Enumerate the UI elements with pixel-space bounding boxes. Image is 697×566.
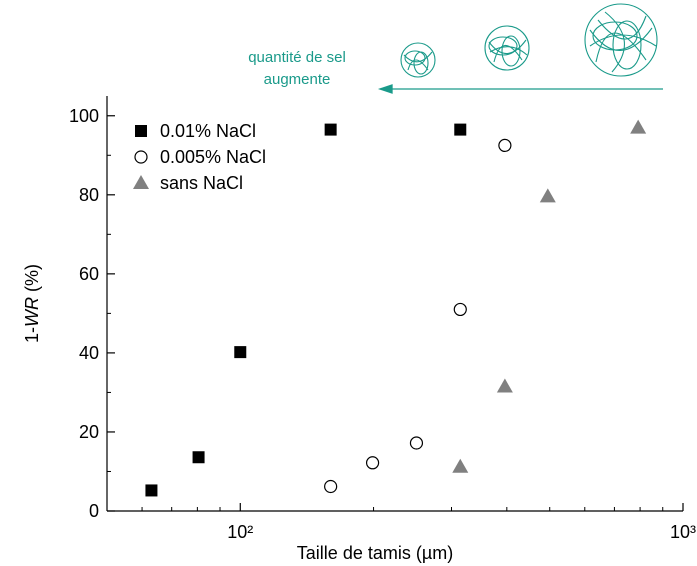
circle-marker: [409, 436, 424, 450]
y-tick-label: 60: [79, 264, 99, 284]
circle-marker: [134, 150, 148, 164]
x-tick-label: 10²: [227, 522, 253, 542]
circle-marker: [498, 138, 512, 153]
y-label-part: WR: [22, 297, 42, 327]
square-marker: [192, 451, 205, 464]
y-axis-label: 1-WR (%): [22, 264, 42, 343]
square-marker: [135, 125, 147, 137]
legend-label: sans NaCl: [160, 173, 243, 193]
y-tick-label: 80: [79, 185, 99, 205]
annotation: quantité de sel: [248, 49, 346, 66]
circle-marker: [324, 479, 338, 494]
triangle-marker: [452, 458, 469, 473]
square-marker: [234, 346, 247, 359]
square-marker: [145, 484, 158, 497]
y-tick-label: 40: [79, 343, 99, 363]
triangle-marker: [630, 119, 647, 134]
triangle-marker: [496, 378, 513, 393]
polymer-coils: [400, 3, 658, 78]
y-tick-label: 20: [79, 422, 99, 442]
triangle-marker: [539, 188, 556, 203]
y-label-part: (%): [22, 264, 42, 297]
y-label-part: 1-: [22, 327, 42, 343]
x-axis-label: Taille de tamis (µm): [297, 543, 453, 563]
square-marker: [454, 123, 467, 136]
square-marker: [324, 123, 337, 136]
y-tick-label: 0: [89, 501, 99, 521]
salt-arrow: [377, 84, 663, 94]
x-tick-label: 10³: [670, 522, 696, 542]
legend-label: 0.01% NaCl: [160, 121, 256, 141]
circle-marker: [365, 456, 380, 470]
circle-marker: [453, 302, 467, 317]
triangle-marker: [133, 175, 149, 189]
legend-label: 0.005% NaCl: [160, 147, 266, 167]
y-tick-label: 100: [69, 106, 99, 126]
annotation: augmente: [264, 71, 331, 88]
